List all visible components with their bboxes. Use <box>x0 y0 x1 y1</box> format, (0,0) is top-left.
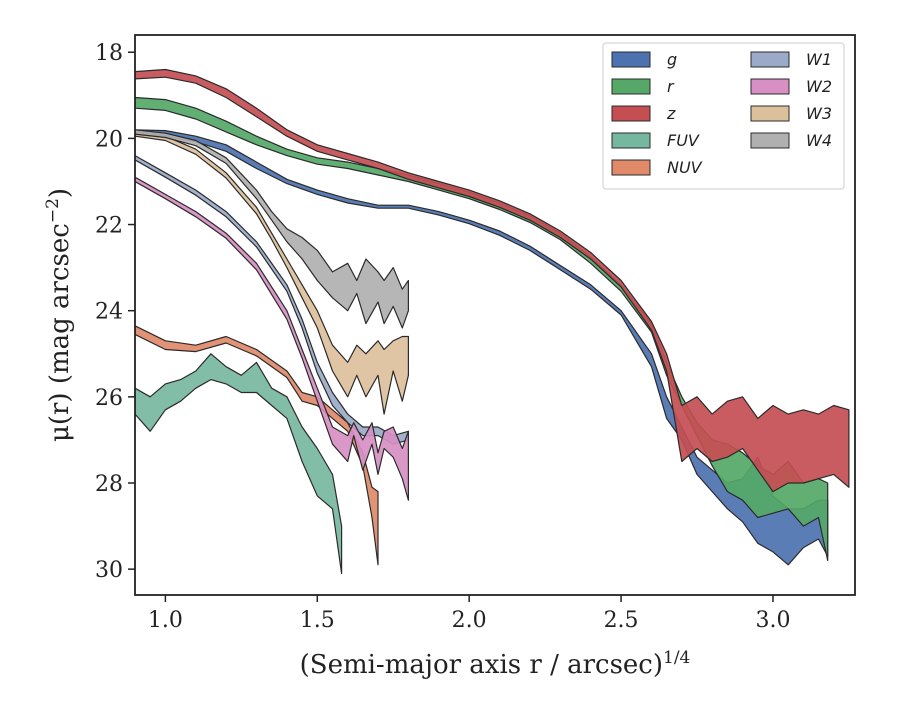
legend-swatch-nuv <box>611 159 651 176</box>
legend-swatch-r <box>611 78 651 95</box>
y-tick-label: 18 <box>95 41 123 66</box>
legend-swatch-w1 <box>750 51 790 68</box>
y-tick-label: 20 <box>95 127 123 152</box>
series-band-w2 <box>135 176 409 501</box>
y-axis-label: μ(r) (mag arcsec−2) <box>43 188 75 442</box>
y-tick-label: 26 <box>95 386 123 411</box>
x-tick-label: 2.5 <box>604 608 639 633</box>
legend-swatch-z <box>611 105 651 122</box>
chart-legend: grz FUV NUV W1 W2 W3 W4 <box>602 42 845 190</box>
x-tick-label: 3.0 <box>755 608 790 633</box>
legend-swatch-w4 <box>750 132 790 149</box>
y-axis-ticks: 18 20 22 24 26 28 30 <box>95 41 135 583</box>
legend-label-g: g <box>667 50 677 69</box>
series-band-nuv <box>135 325 379 566</box>
y-tick-label: 22 <box>95 214 123 239</box>
x-axis-label: (Semi-major axis r / arcsec)1/4 <box>300 648 691 680</box>
y-tick-label: 30 <box>95 558 123 583</box>
x-axis-ticks: 1.0 1.5 2.0 2.5 3.0 <box>148 595 790 633</box>
y-tick-label: 24 <box>95 300 123 325</box>
legend-label-w4: W4 <box>806 131 832 150</box>
legend-swatch-fuv <box>611 132 651 149</box>
legend-label-w3: W3 <box>806 104 832 123</box>
legend-swatch-w3 <box>750 105 790 122</box>
plot-frame <box>134 34 856 596</box>
legend-label-fuv: FUV <box>667 131 700 150</box>
legend-swatch-g <box>611 51 651 68</box>
legend-items: grz FUV NUV W1 W2 W3 W4 <box>611 50 832 177</box>
x-tick-label: 2.0 <box>452 608 487 633</box>
y-tick-label: 28 <box>95 472 123 497</box>
legend-label-w2: W2 <box>806 77 832 96</box>
series-band-z <box>135 68 850 493</box>
series-band-w4 <box>135 129 409 329</box>
series-band-fuv <box>135 353 343 575</box>
legend-label-r: r <box>667 77 675 96</box>
series-layer <box>135 68 850 575</box>
legend-label-w1: W1 <box>806 50 832 69</box>
legend-label-nuv: NUV <box>667 158 703 177</box>
legend-label-z: z <box>666 104 676 123</box>
legend-swatch-w2 <box>750 78 790 95</box>
x-tick-label: 1.0 <box>148 608 183 633</box>
series-band-w3 <box>135 131 409 415</box>
x-tick-label: 1.5 <box>300 608 335 633</box>
